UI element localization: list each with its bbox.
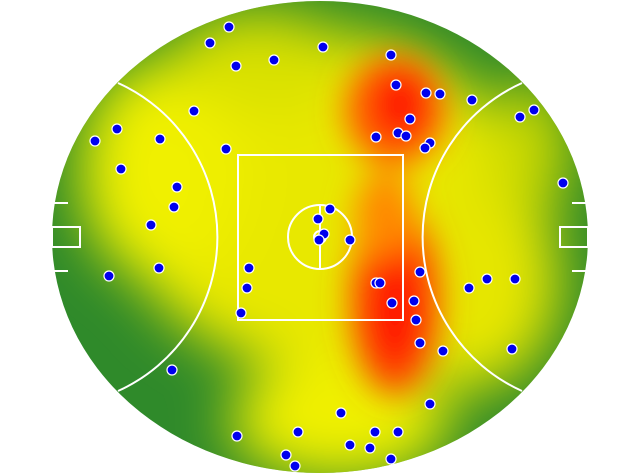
point xyxy=(292,426,304,438)
point xyxy=(434,88,446,100)
point xyxy=(400,130,412,142)
point xyxy=(410,314,422,326)
point xyxy=(145,219,157,231)
point xyxy=(419,142,431,154)
point xyxy=(103,270,115,282)
point xyxy=(312,213,324,225)
point xyxy=(481,273,493,285)
point xyxy=(344,439,356,451)
field-lines xyxy=(51,82,589,392)
point xyxy=(466,94,478,106)
point xyxy=(392,426,404,438)
point xyxy=(153,262,165,274)
point xyxy=(204,37,216,49)
point xyxy=(289,460,301,472)
point xyxy=(463,282,475,294)
point xyxy=(324,203,336,215)
point xyxy=(171,181,183,193)
point xyxy=(241,282,253,294)
point xyxy=(154,133,166,145)
point xyxy=(369,426,381,438)
point xyxy=(408,295,420,307)
point xyxy=(317,41,329,53)
point xyxy=(404,113,416,125)
point xyxy=(335,407,347,419)
point xyxy=(223,21,235,33)
point xyxy=(385,49,397,61)
point xyxy=(188,105,200,117)
point xyxy=(268,54,280,66)
point xyxy=(390,79,402,91)
point xyxy=(243,262,255,274)
point xyxy=(313,234,325,246)
point xyxy=(414,337,426,349)
point xyxy=(111,123,123,135)
point xyxy=(370,131,382,143)
point xyxy=(115,163,127,175)
point xyxy=(166,364,178,376)
point xyxy=(557,177,569,189)
point xyxy=(220,143,232,155)
point xyxy=(385,453,397,465)
point xyxy=(514,111,526,123)
point xyxy=(364,442,376,454)
point xyxy=(528,104,540,116)
point xyxy=(168,201,180,213)
point xyxy=(506,343,518,355)
point xyxy=(437,345,449,357)
point xyxy=(386,297,398,309)
point xyxy=(420,87,432,99)
point xyxy=(280,449,292,461)
point xyxy=(509,273,521,285)
point xyxy=(414,266,426,278)
point xyxy=(374,277,386,289)
point xyxy=(231,430,243,442)
point xyxy=(424,398,436,410)
point xyxy=(230,60,242,72)
point xyxy=(235,307,247,319)
point xyxy=(344,234,356,246)
points xyxy=(89,21,569,472)
point xyxy=(89,135,101,147)
